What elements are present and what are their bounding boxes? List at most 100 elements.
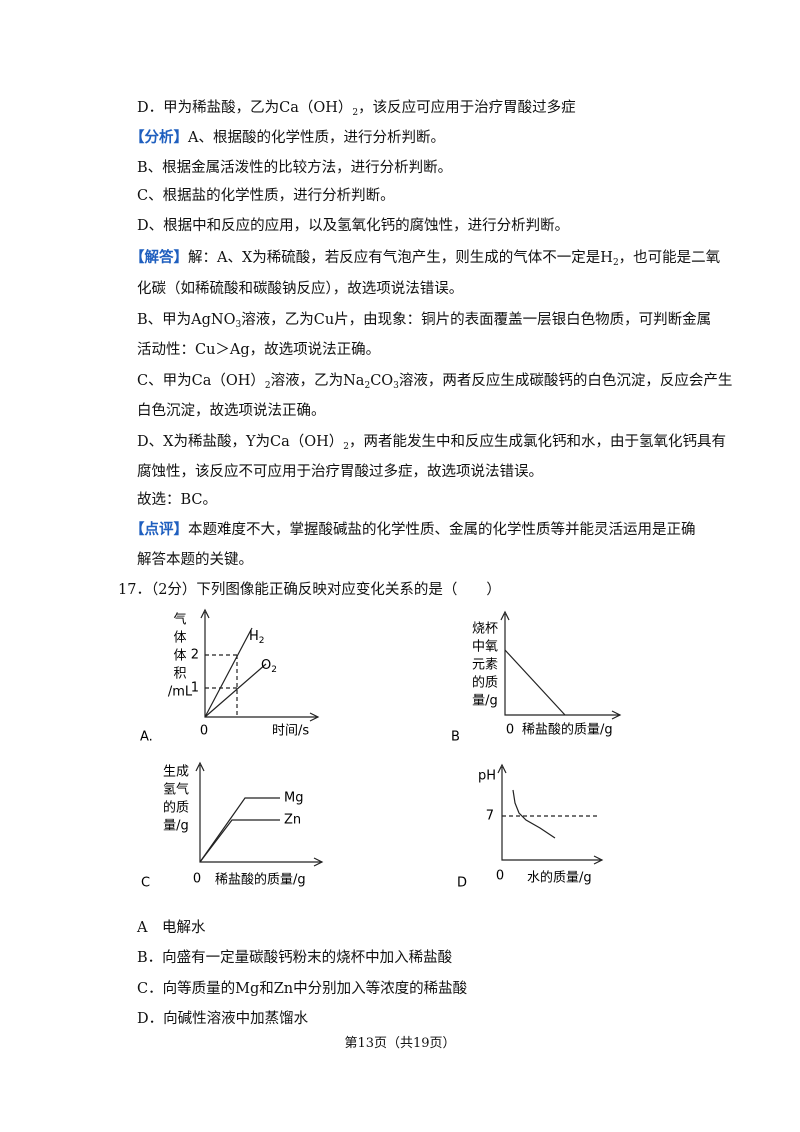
arrow: [611, 710, 622, 720]
text: 活动性：Cu＞Ag，故选项说法正确。: [137, 342, 381, 358]
section-tag: 【分析】: [130, 129, 188, 146]
text: 解：A、X为稀硫酸，若反应有气泡产生，则生成的气体不一定是H: [188, 250, 613, 266]
curve-label: Mg: [284, 791, 303, 806]
text: 溶液，两者反应生成碳酸钙的白色沉淀，反应会产生: [398, 373, 733, 389]
text: ，该反应可应用于治疗胃酸过多症: [358, 100, 576, 116]
curve-label-sub: 2: [259, 636, 265, 646]
text-line: D、根据中和反应的应用，以及氢氧化钙的腐蚀性，进行分析判断。: [137, 216, 569, 236]
text: B、甲为AgNO: [137, 312, 236, 328]
graph-a: 气 体 体 积 /mL 2 1 H2 O2 0 时间/s A.: [140, 608, 320, 745]
curve: [504, 649, 566, 716]
arrow: [313, 857, 324, 867]
text: 故选：BC。: [137, 492, 218, 508]
origin-label: 0: [193, 872, 201, 887]
curve-label: O2: [261, 658, 277, 675]
x-label: 稀盐酸的质量/g: [215, 872, 306, 888]
subscript: 2: [612, 258, 619, 268]
curve-label: Zn: [284, 813, 301, 828]
y-label: 的质: [163, 800, 189, 816]
text-line: 【解答】解：A、X为稀硫酸，若反应有气泡产生，则生成的气体不一定是H2，也可能是…: [130, 248, 720, 273]
text: 溶液，乙为Cu片，由现象：铜片的表面覆盖一层银白色物质，可判断金属: [241, 312, 712, 328]
arrow: [195, 761, 205, 772]
option: B．向盛有一定量碳酸钙粉末的烧杯中加入稀盐酸: [137, 950, 453, 966]
text: 解答本题的关键。: [137, 552, 253, 568]
y-label: 量/g: [472, 694, 498, 709]
graph-letter: B: [451, 730, 460, 745]
subscript: 3: [235, 320, 242, 330]
y-label: 元素: [472, 658, 498, 673]
graph-letter: A.: [140, 730, 153, 745]
text: 化碳（如稀硫酸和碳酸钠反应），故选项说法错误。: [137, 281, 464, 297]
text-line: B、根据金属活泼性的比较方法，进行分析判断。: [137, 158, 452, 178]
text-line: 活动性：Cu＞Ag，故选项说法正确。: [137, 340, 380, 360]
curve: [204, 663, 267, 718]
arrow: [200, 608, 210, 619]
y-label: 体: [173, 631, 186, 646]
text-line: 白色沉淀，故选项说法正确。: [137, 401, 326, 421]
text-line: B、甲为AgNO3溶液，乙为Cu片，由现象：铜片的表面覆盖一层银白色物质，可判断…: [137, 310, 711, 335]
axes: [501, 767, 602, 861]
curve-label: H2: [249, 629, 265, 646]
text-line: 化碳（如稀硫酸和碳酸钠反应），故选项说法错误。: [137, 279, 463, 299]
text: D、X为稀盐酸，Y为Ca（OH）: [137, 434, 344, 450]
text-line: 【分析】A、根据酸的化学性质，进行分析判断。: [130, 128, 445, 148]
x-label: 时间/s: [272, 724, 309, 739]
y-label: 的质: [472, 675, 498, 691]
graph-d: pH 7 0 水的质量/g D: [457, 763, 604, 891]
curve: [512, 789, 556, 839]
subscript: 2: [364, 381, 371, 391]
text-line: 【点评】本题难度不大，掌握酸碱盐的化学性质、金属的化学性质等并能灵活运用是正确: [130, 520, 696, 540]
text: D．甲为稀盐酸，乙为Ca（OH）: [137, 100, 353, 116]
graph-c: 生成 氢气 的质 量/g Mg Zn 0 稀盐酸的质量/g C: [141, 761, 324, 891]
text-line: C、根据盐的化学性质，进行分析判断。: [137, 186, 395, 206]
subscript: 3: [393, 381, 399, 391]
y-label: 氢气: [163, 782, 189, 798]
axes: [199, 765, 322, 863]
text: ，两者能发生中和反应生成氯化钙和水，由于氢氧化钙具有: [349, 434, 727, 450]
text: B、根据金属活泼性的比较方法，进行分析判断。: [137, 160, 453, 176]
text-line: 腐蚀性，该反应不可应用于治疗胃酸过多症，故选项说法错误。: [137, 462, 543, 482]
curve-label-text: O: [261, 658, 271, 673]
graph-b: 烧杯 中氧 元素 的质 量/g 0 稀盐酸的质量/g B: [451, 610, 622, 745]
y-label: /mL: [168, 685, 193, 700]
curve: [199, 797, 280, 863]
text: CO: [370, 373, 394, 389]
text: 腐蚀性，该反应不可应用于治疗胃酸过多症，故选项说法错误。: [137, 464, 543, 480]
y-label: 量/g: [163, 819, 189, 834]
curve: [204, 627, 253, 718]
curve-label-sub: 2: [271, 665, 277, 675]
origin-label: 0: [496, 869, 504, 884]
y-label: 生成: [163, 765, 189, 780]
origin-label: 0: [200, 724, 208, 739]
text: A、根据酸的化学性质，进行分析判断。: [188, 130, 445, 146]
text: 本题难度不大，掌握酸碱盐的化学性质、金属的化学性质等并能灵活运用是正确: [188, 522, 696, 538]
x-label: 水的质量/g: [527, 870, 592, 886]
text: C、甲为Ca（OH）: [137, 373, 265, 389]
tick-label: 7: [486, 809, 494, 824]
option: C．向等质量的Mg和Zn中分别加入等浓度的稀盐酸: [137, 981, 468, 997]
axes: [504, 614, 620, 716]
text-line: D、X为稀盐酸，Y为Ca（OH）2，两者能发生中和反应生成氯化钙和水，由于氢氧化…: [137, 432, 726, 457]
text-line: D．甲为稀盐酸，乙为Ca（OH）2，该反应可应用于治疗胃酸过多症: [137, 98, 576, 123]
option: A 电解水: [137, 920, 206, 936]
arrow: [497, 763, 507, 774]
subscript: 2: [352, 108, 359, 118]
curve-label-text: H: [249, 629, 259, 644]
text-line: 解答本题的关键。: [137, 550, 253, 570]
text: ，也可能是二氧: [618, 250, 721, 266]
origin-label: 0: [506, 723, 514, 738]
section-tag: 【解答】: [130, 249, 188, 266]
y-label: 积: [173, 667, 186, 682]
y-label: 气: [173, 612, 186, 628]
subscript: 2: [264, 381, 271, 391]
text: D、根据中和反应的应用，以及氢氧化钙的腐蚀性，进行分析判断。: [137, 218, 570, 234]
graph-letter: D: [457, 876, 467, 891]
y-label: 体: [173, 649, 186, 664]
text: 白色沉淀，故选项说法正确。: [137, 403, 326, 419]
x-label: 稀盐酸的质量/g: [522, 722, 613, 738]
curve: [199, 819, 280, 863]
tick-label: 2: [191, 648, 199, 663]
graph-letter: C: [141, 876, 150, 891]
